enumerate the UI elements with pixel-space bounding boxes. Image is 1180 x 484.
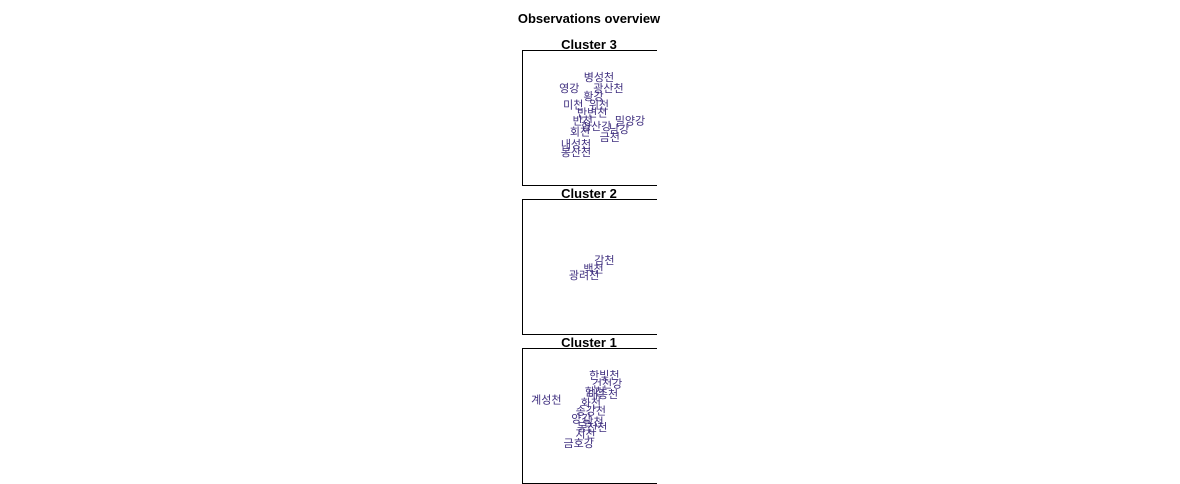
point-label-cluster-3: 반변천: [577, 106, 607, 120]
panel-title-cluster-3: Cluster 3: [561, 37, 617, 52]
point-label-cluster-3: 남강: [609, 123, 629, 136]
point-label-cluster-3: 봉산천: [561, 145, 591, 159]
point-label-cluster-3: 병성천: [584, 70, 614, 84]
point-label-cluster-2: 백천: [583, 261, 603, 275]
panel-frame-cluster-3: [522, 50, 657, 186]
point-label-cluster-3: 내성천: [561, 137, 591, 151]
panel-title-cluster-1: Cluster 1: [561, 335, 617, 350]
point-label-cluster-3: 황강: [583, 90, 603, 103]
point-label-cluster-3: 밀양강: [615, 115, 645, 128]
point-label-cluster-1: 남천: [583, 414, 603, 428]
point-label-cluster-1: 한빛천: [589, 368, 619, 382]
point-label-cluster-1: 함천: [585, 385, 605, 399]
point-label-cluster-1: 계성천: [531, 393, 561, 407]
point-label-cluster-1: 송강천: [576, 404, 606, 418]
point-label-cluster-2: 광려천: [569, 268, 599, 282]
point-label-cluster-1: 대종천: [588, 387, 618, 401]
point-label-cluster-3: 영강: [559, 82, 579, 95]
point-label-cluster-1: 동천천: [577, 420, 607, 434]
point-label-cluster-3: 형산강: [581, 120, 611, 133]
point-label-cluster-1: 양강: [571, 413, 591, 426]
point-label-cluster-1: 화천: [581, 395, 601, 409]
point-label-cluster-3: 회천: [570, 125, 590, 139]
chart-main-title: Observations overview: [517, 11, 661, 26]
point-label-cluster-1: 금호강: [564, 437, 594, 450]
point-label-cluster-3: 광산천: [593, 81, 623, 95]
point-label-cluster-3: 위천: [589, 97, 609, 111]
point-label-cluster-1: 건천강: [592, 376, 622, 390]
point-label-cluster-3: 반천: [573, 114, 593, 128]
point-label-cluster-1: 지천: [575, 427, 595, 441]
panel-title-cluster-2: Cluster 2: [561, 186, 617, 201]
panel-frame-cluster-2: [522, 199, 657, 335]
point-label-cluster-2: 감천: [594, 253, 614, 267]
point-label-cluster-3: 미천: [563, 97, 583, 111]
point-label-cluster-3: 금천: [600, 130, 620, 144]
